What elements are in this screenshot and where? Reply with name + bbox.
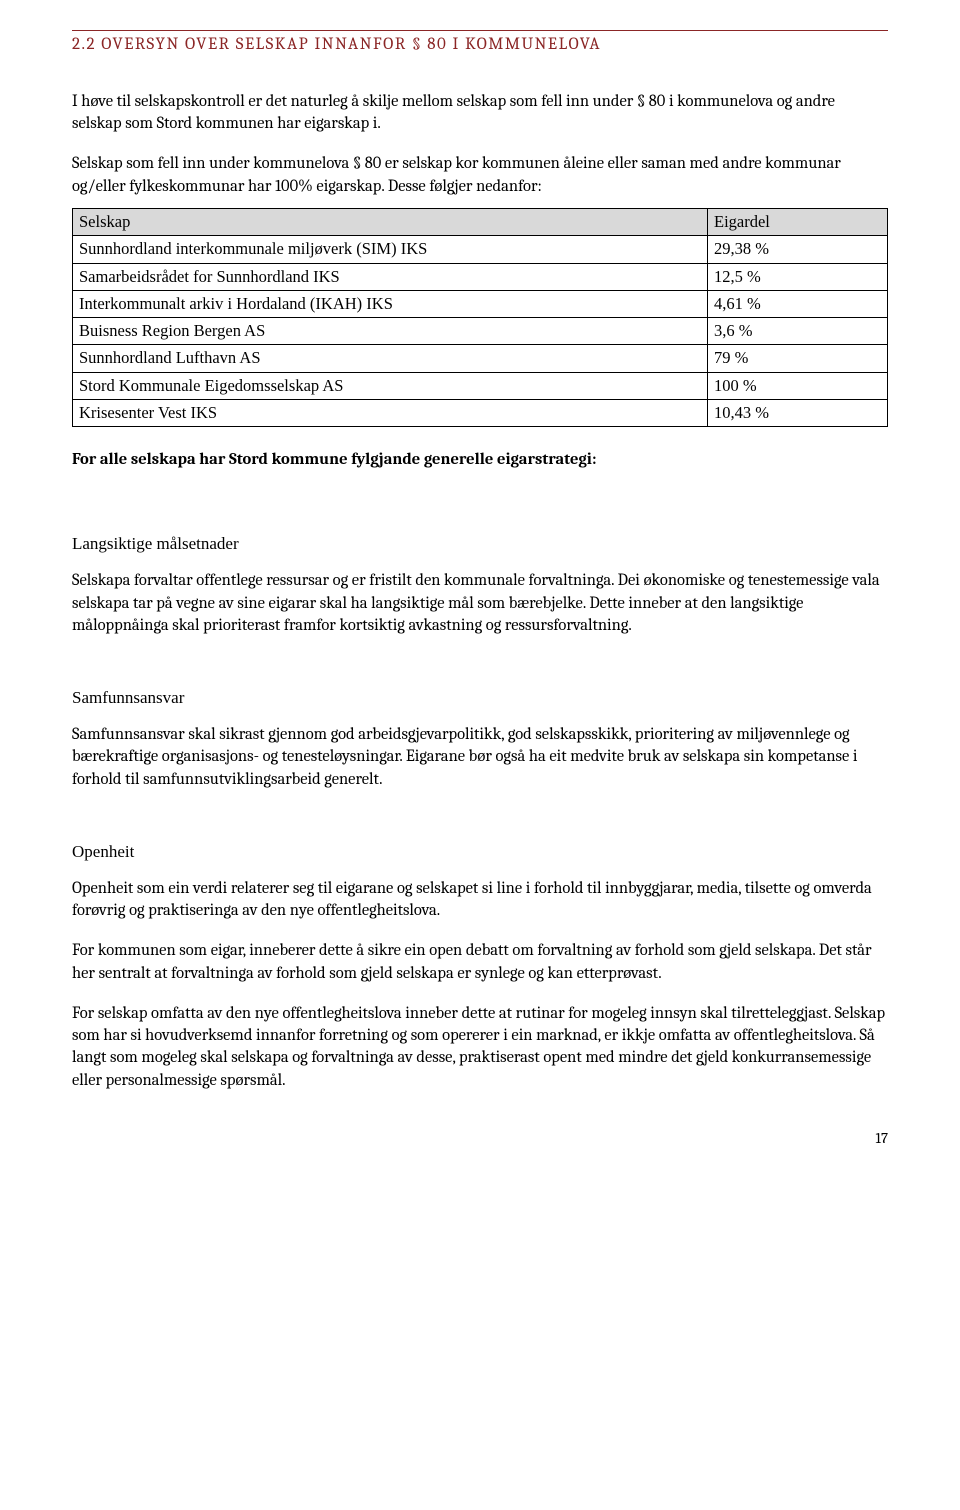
table-row: Sunnhordland interkommunale miljøverk (S… [73,236,888,263]
table-header-row: Selskap Eigardel [73,209,888,236]
cell-company: Sunnhordland interkommunale miljøverk (S… [73,236,708,263]
subheading-langsiktige: Langsiktige målsetnader [72,533,888,556]
cell-company: Buisness Region Bergen AS [73,318,708,345]
sec1-paragraph: Selskapa forvaltar offentlege ressursar … [72,570,888,637]
table-row: Stord Kommunale Eigedomsselskap AS100 % [73,372,888,399]
sec2-paragraph: Samfunnsansvar skal sikrast gjennom god … [72,724,888,791]
cell-share: 4,61 % [708,290,888,317]
sec3-paragraph-3: For selskap omfatta av den nye offentleg… [72,1003,888,1092]
cell-company: Sunnhordland Lufthavn AS [73,345,708,372]
table-header-selskap: Selskap [73,209,708,236]
subheading-openheit: Openheit [72,841,888,864]
cell-share: 12,5 % [708,263,888,290]
cell-share: 79 % [708,345,888,372]
table-body: Sunnhordland interkommunale miljøverk (S… [73,236,888,427]
cell-share: 29,38 % [708,236,888,263]
cell-share: 10,43 % [708,399,888,426]
cell-company: Samarbeidsrådet for Sunnhordland IKS [73,263,708,290]
intro-paragraph-2: Selskap som fell inn under kommunelova §… [72,153,888,198]
sec3-paragraph-2: For kommunen som eigar, inneberer dette … [72,940,888,985]
table-row: Interkommunalt arkiv i Hordaland (IKAH) … [73,290,888,317]
intro-paragraph-1: I høve til selskapskontroll er det natur… [72,91,888,136]
cell-company: Interkommunalt arkiv i Hordaland (IKAH) … [73,290,708,317]
cell-company: Krisesenter Vest IKS [73,399,708,426]
cell-company: Stord Kommunale Eigedomsselskap AS [73,372,708,399]
table-row: Sunnhordland Lufthavn AS79 % [73,345,888,372]
section-heading: 2.2 OVERSYN OVER SELSKAP INNANFOR § 80 I… [72,30,888,57]
subheading-samfunnsansvar: Samfunnsansvar [72,687,888,710]
table-row: Samarbeidsrådet for Sunnhordland IKS12,5… [73,263,888,290]
table-row: Buisness Region Bergen AS3,6 % [73,318,888,345]
table-row: Krisesenter Vest IKS10,43 % [73,399,888,426]
table-header-eigardel: Eigardel [708,209,888,236]
strategy-intro: For alle selskapa har Stord kommune fylg… [72,449,888,471]
cell-share: 3,6 % [708,318,888,345]
ownership-table: Selskap Eigardel Sunnhordland interkommu… [72,208,888,427]
cell-share: 100 % [708,372,888,399]
page-number: 17 [72,1128,888,1148]
sec3-paragraph-1: Openheit som ein verdi relaterer seg til… [72,878,888,923]
